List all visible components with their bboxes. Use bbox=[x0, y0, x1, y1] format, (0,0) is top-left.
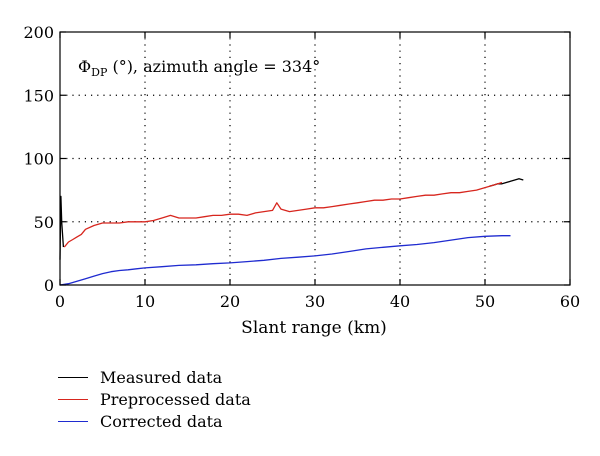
x-tick-label: 10 bbox=[135, 292, 155, 311]
legend-label: Measured data bbox=[100, 367, 223, 387]
legend-swatch bbox=[58, 420, 88, 422]
annotation-symbol: Φ bbox=[78, 57, 91, 76]
axis-ticks bbox=[59, 31, 571, 286]
legend-label: Corrected data bbox=[100, 411, 223, 431]
series-line-preprocessed-data bbox=[63, 181, 503, 248]
legend-swatch bbox=[58, 398, 88, 400]
y-tick-label: 0 bbox=[44, 276, 54, 295]
y-tick-label: 50 bbox=[34, 213, 54, 232]
legend-item-preprocessed-data: Preprocessed data bbox=[58, 388, 251, 410]
x-axis-label: Slant range (km) bbox=[241, 318, 387, 338]
x-tick-label: 40 bbox=[390, 292, 410, 311]
legend-item-corrected-data: Corrected data bbox=[58, 410, 251, 432]
series-line-corrected-data bbox=[59, 235, 511, 286]
legend-label: Preprocessed data bbox=[100, 389, 251, 409]
grid-lines bbox=[60, 32, 570, 285]
y-tick-label: 100 bbox=[23, 150, 54, 169]
x-tick-label: 30 bbox=[305, 292, 325, 311]
y-tick-label: 150 bbox=[23, 86, 54, 105]
annotation-rest: (°), azimuth angle = 334° bbox=[107, 57, 320, 76]
series-layer bbox=[59, 178, 524, 286]
x-tick-label: 60 bbox=[560, 292, 580, 311]
y-tick-label: 200 bbox=[23, 23, 54, 42]
x-tick-label: 20 bbox=[220, 292, 240, 311]
tick-labels: 0 10 20 30 40 50 60 0 50 100 150 200 bbox=[23, 23, 580, 311]
x-tick-label: 0 bbox=[55, 292, 65, 311]
legend: Measured data Preprocessed data Corrected … bbox=[58, 366, 251, 432]
annotation-label: ΦDP (°), azimuth angle = 334° bbox=[78, 57, 320, 79]
annotation-subscript: DP bbox=[91, 66, 108, 79]
legend-swatch bbox=[58, 376, 88, 378]
legend-item-measured-data: Measured data bbox=[58, 366, 251, 388]
series-line-measured-data bbox=[59, 178, 524, 260]
x-tick-label: 50 bbox=[475, 292, 495, 311]
